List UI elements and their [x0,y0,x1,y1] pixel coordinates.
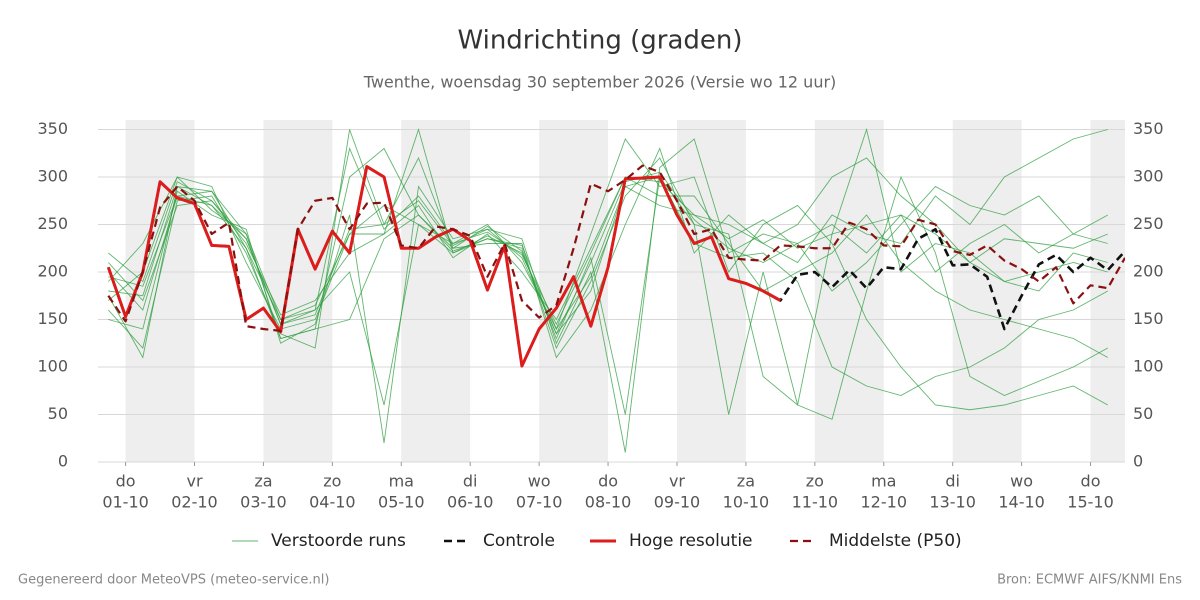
x-tick-label: 03-10 [240,493,287,512]
y-tick-label: 250 [37,214,68,233]
ensemble-line [108,127,1108,415]
footer-left: Gegenereerd door MeteoVPS (meteo-service… [18,573,329,588]
day-band [676,120,746,462]
chart-title: Windrichting (graden) [457,26,742,56]
x-tick-label: do [1081,472,1101,491]
series-line [106,165,782,368]
y2-tick-label: 250 [1133,214,1164,233]
chart-subtitle: Twenthe, woensdag 30 september 2026 (Ver… [363,73,837,92]
x-tick-label: 14-10 [998,493,1045,512]
x-tick-label: do [116,472,136,491]
x-tick-label: za [737,472,755,491]
y-tick-label: 300 [37,167,68,186]
x-tick-label: 08-10 [585,493,632,512]
ensemble-line [108,176,1108,358]
x-tick-label: 02-10 [171,493,218,512]
x-tick-label: wo [1010,472,1033,491]
y-tick-label: 150 [37,309,68,328]
x-tick-label: ma [871,472,896,491]
x-tick-label: vr [186,472,202,491]
ensemble-line [108,147,1108,326]
y2-tick-label: 300 [1133,167,1164,186]
y-tick-label: 0 [58,452,68,471]
x-tick-label: di [463,472,478,491]
day-band [952,120,1022,462]
x-tick-label: do [598,472,618,491]
x-tick-label: 01-10 [102,493,149,512]
y2-tick-label: 350 [1133,119,1164,138]
y2-tick-label: 200 [1133,262,1164,281]
day-band [814,120,884,462]
legend-label: Hoge resolutie [629,531,753,551]
y2-tick-label: 150 [1133,309,1164,328]
legend-label: Controle [483,531,555,551]
x-tick-label: za [254,472,272,491]
x-tick-label: 07-10 [516,493,563,512]
series-line [107,164,1125,332]
x-tick-label: zo [806,472,824,491]
y2-tick-label: 100 [1133,357,1164,376]
x-tick-label: 09-10 [654,493,701,512]
y-tick-label: 50 [48,404,68,423]
footer-right: Bron: ECMWF AIFS/KNMI Ens [997,573,1182,588]
x-tick-label: vr [669,472,685,491]
ensemble-line [108,127,1108,330]
y-tick-label: 200 [37,262,68,281]
x-tick-label: wo [528,472,551,491]
y-tick-label: 350 [37,119,68,138]
legend-label: Verstoorde runs [271,531,406,551]
x-tick-label: 10-10 [723,493,770,512]
x-tick-label: 04-10 [309,493,356,512]
x-tick-label: 13-10 [929,493,976,512]
y2-tick-label: 0 [1133,452,1143,471]
ensemble-line [108,138,1108,411]
x-tick-label: di [945,472,960,491]
x-tick-label: zo [323,472,341,491]
x-tick-label: 15-10 [1067,493,1114,512]
y2-tick-label: 50 [1133,404,1153,423]
x-tick-label: 06-10 [447,493,494,512]
legend-label: Middelste (P50) [829,531,962,551]
x-tick-label: 05-10 [378,493,425,512]
x-tick-label: ma [389,472,414,491]
y-tick-label: 100 [37,357,68,376]
x-tick-label: 12-10 [861,493,908,512]
x-tick-label: 11-10 [792,493,839,512]
ensemble-line [107,175,1108,415]
